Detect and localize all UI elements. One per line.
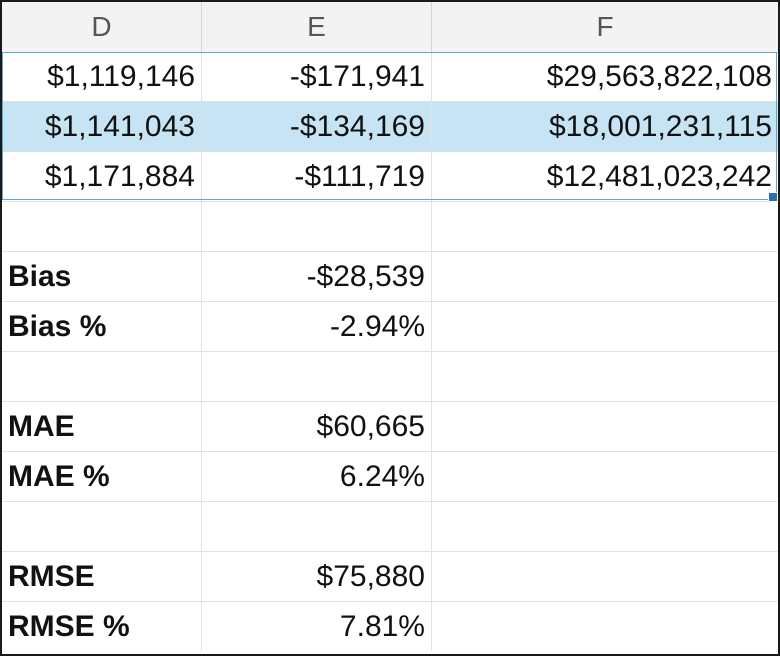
metric-label[interactable]: Bias xyxy=(2,252,202,301)
cell-e[interactable]: -$134,169 xyxy=(202,102,432,151)
metric-row-rmse: RMSE $75,880 xyxy=(2,552,778,602)
metric-label[interactable]: RMSE xyxy=(2,552,202,601)
cell-e[interactable] xyxy=(202,502,432,551)
cell-e[interactable] xyxy=(202,202,432,251)
table-row: $1,171,884 -$111,719 $12,481,023,242 xyxy=(2,152,778,202)
fill-handle[interactable] xyxy=(768,192,778,202)
cell-d[interactable]: $1,119,146 xyxy=(2,52,202,101)
metric-row-mae: MAE $60,665 xyxy=(2,402,778,452)
metric-label[interactable]: Bias % xyxy=(2,302,202,351)
cell-f[interactable] xyxy=(432,452,778,501)
cell-f[interactable] xyxy=(432,252,778,301)
metric-value[interactable]: $60,665 xyxy=(202,402,432,451)
cell-d[interactable] xyxy=(2,202,202,251)
cell-d[interactable] xyxy=(2,502,202,551)
column-header-row: D E F xyxy=(2,2,778,53)
cell-e[interactable]: -$171,941 xyxy=(202,52,432,101)
metric-value[interactable]: $75,880 xyxy=(202,552,432,601)
table-row-empty xyxy=(2,202,778,252)
cell-f[interactable] xyxy=(432,502,778,551)
cell-d[interactable] xyxy=(2,352,202,401)
metric-value[interactable]: -$28,539 xyxy=(202,252,432,301)
cell-f[interactable]: $12,481,023,242 xyxy=(546,160,772,193)
table-row: $1,119,146 -$171,941 $29,563,822,108 xyxy=(2,52,778,102)
table-row-selected: $1,141,043 -$134,169 $18,001,231,115 xyxy=(2,102,778,152)
cell-f[interactable] xyxy=(432,302,778,351)
cell-f[interactable] xyxy=(432,602,778,651)
cell-f[interactable] xyxy=(432,202,778,251)
column-header-e[interactable]: E xyxy=(202,2,432,52)
cell-e[interactable]: -$111,719 xyxy=(202,152,432,201)
metric-row-bias-pct: Bias % -2.94% xyxy=(2,302,778,352)
table-row-empty xyxy=(2,352,778,402)
metric-row-rmse-pct: RMSE % 7.81% xyxy=(2,602,778,652)
column-header-f[interactable]: F xyxy=(596,11,614,42)
cell-f[interactable] xyxy=(432,352,778,401)
metric-value[interactable]: 6.24% xyxy=(202,452,432,501)
cell-f[interactable]: $18,001,231,115 xyxy=(549,110,772,143)
cell-d[interactable]: $1,171,884 xyxy=(2,152,202,201)
metric-label[interactable]: RMSE % xyxy=(2,602,202,651)
metric-value[interactable]: 7.81% xyxy=(202,602,432,651)
cell-f[interactable]: $29,563,822,108 xyxy=(546,60,772,93)
metric-label[interactable]: MAE % xyxy=(2,452,202,501)
metric-value[interactable]: -2.94% xyxy=(202,302,432,351)
cell-d[interactable]: $1,141,043 xyxy=(2,102,202,151)
column-header-d[interactable]: D xyxy=(2,2,202,52)
cell-f[interactable] xyxy=(432,402,778,451)
metric-row-mae-pct: MAE % 6.24% xyxy=(2,452,778,502)
cell-e[interactable] xyxy=(202,352,432,401)
metric-label[interactable]: MAE xyxy=(2,402,202,451)
table-row-empty xyxy=(2,502,778,552)
cell-f[interactable] xyxy=(432,552,778,601)
metric-row-bias: Bias -$28,539 xyxy=(2,252,778,302)
